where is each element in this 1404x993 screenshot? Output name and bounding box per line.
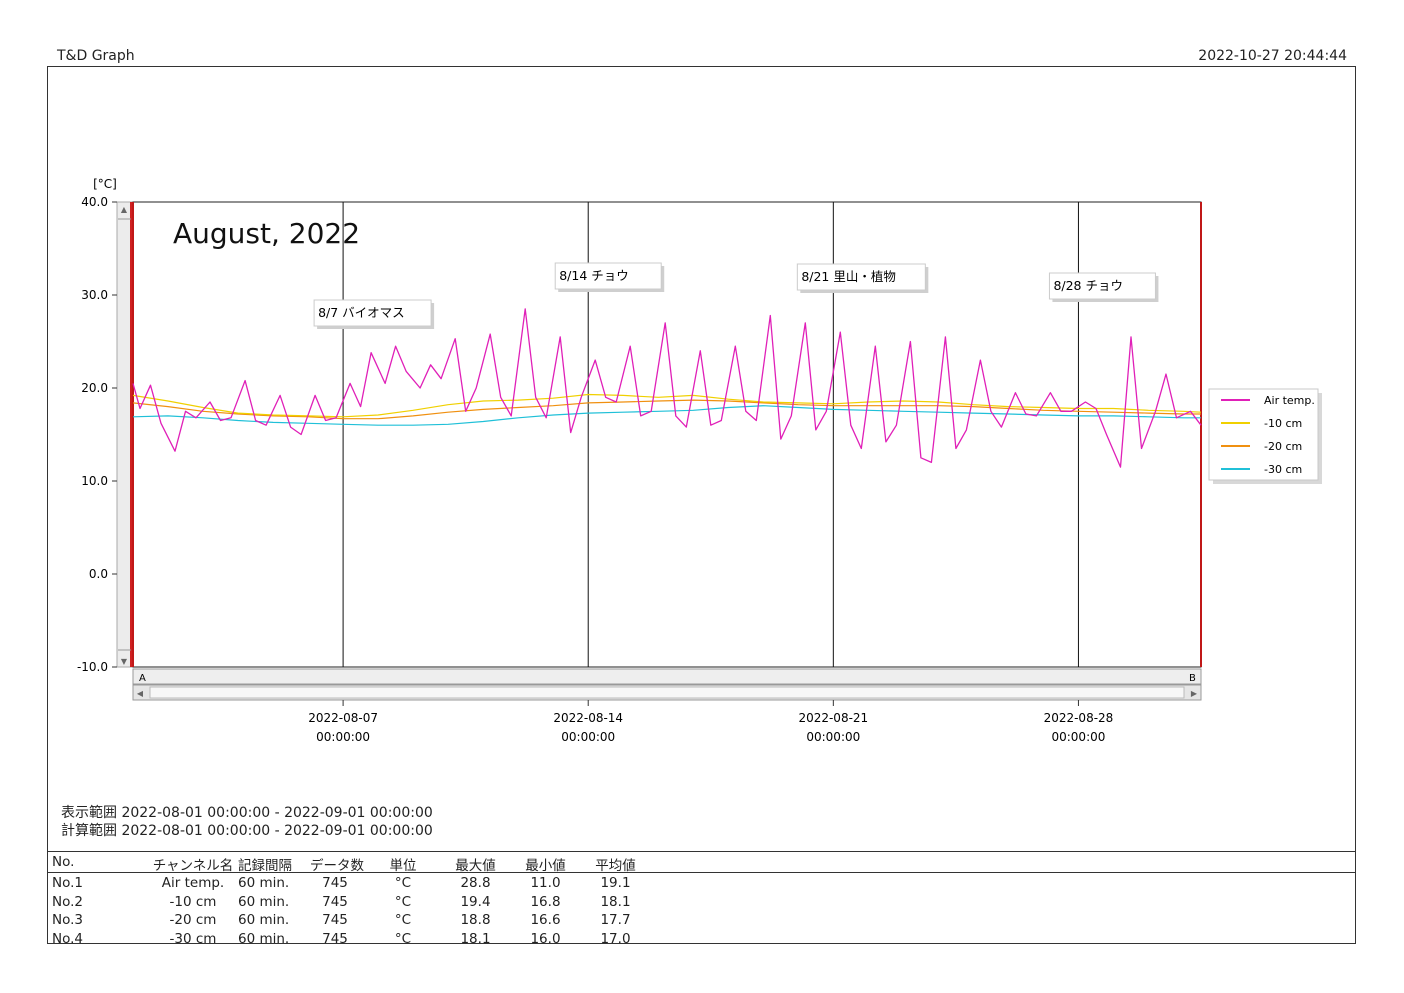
cell-min: 16.8 <box>530 893 561 910</box>
cell-interval: 60 min. <box>238 912 290 928</box>
annotation-label: 8/14 チョウ <box>559 268 629 283</box>
cell-avg: 17.7 <box>600 912 631 928</box>
cell-count: 745 <box>322 893 348 910</box>
marker-a: A <box>139 673 146 684</box>
range-scrollbar[interactable]: A B <box>132 668 1202 685</box>
cell-no: No.2 <box>52 893 84 910</box>
cell-max: 18.1 <box>460 930 491 947</box>
annotation-label: 8/28 チョウ <box>1053 278 1123 293</box>
cell-min: 11.0 <box>530 875 561 891</box>
x-tick-date: 2022-08-07 <box>308 711 378 725</box>
calc-range: 計算範囲 2022-08-01 00:00:00 - 2022-09-01 00… <box>61 823 433 839</box>
series-line-2 <box>132 393 1202 418</box>
x-tick-time: 00:00:00 <box>316 730 370 744</box>
header-min: 最小値 <box>525 858 566 874</box>
x-tick-date: 2022-08-28 <box>1044 711 1114 725</box>
annotation-label: 8/21 里山・植物 <box>801 269 896 284</box>
x-tick-time: 00:00:00 <box>1051 730 1105 744</box>
svg-text:▲: ▲ <box>121 205 128 214</box>
cell-no: No.3 <box>52 912 84 928</box>
y-tick-label: 0.0 <box>89 567 108 581</box>
cell-interval: 60 min. <box>238 893 290 910</box>
header-interval: 記録間隔 <box>238 858 292 874</box>
y-tick-label: 20.0 <box>81 381 108 395</box>
header-max: 最大値 <box>455 858 496 874</box>
cell-avg: 19.1 <box>600 875 631 891</box>
legend-label: -10 cm <box>1264 417 1302 430</box>
marker-b: B <box>1189 673 1196 684</box>
legend-label: Air temp. <box>1264 394 1315 407</box>
cell-count: 745 <box>322 912 348 928</box>
x-tick-date: 2022-08-21 <box>798 711 868 725</box>
app-name: T&D Graph <box>57 48 135 64</box>
x-tick-time: 00:00:00 <box>806 730 860 744</box>
y-tick-label: 30.0 <box>81 288 108 302</box>
table-row: No.4 -30 cm 60 min. 745 °C 18.1 16.0 17.… <box>48 929 1355 948</box>
svg-text:◀: ◀ <box>137 689 144 698</box>
y-tick-label: -10.0 <box>77 660 108 674</box>
page-frame <box>47 66 1356 944</box>
svg-text:▼: ▼ <box>121 657 128 666</box>
table-row: No.1 Air temp. 60 min. 745 °C 28.8 11.0 … <box>48 873 1355 892</box>
cell-max: 28.8 <box>460 875 491 891</box>
cell-min: 16.0 <box>530 930 561 947</box>
table-row: No.3 -20 cm 60 min. 745 °C 18.8 16.6 17.… <box>48 910 1355 929</box>
cell-no: No.1 <box>52 875 84 891</box>
vertical-scrollbar[interactable]: ▲ ▼ <box>116 201 133 668</box>
cell-name: Air temp. <box>161 875 225 891</box>
stats-table: No. チャンネル名 記録間隔 データ数 単位 最大値 最小値 平均値 No.1… <box>48 851 1355 947</box>
plot-area <box>132 201 1202 668</box>
header-channel-name: チャンネル名 <box>152 858 234 874</box>
annotation-box <box>313 299 432 327</box>
header-no: No. <box>52 854 75 870</box>
cell-unit: °C <box>394 875 412 891</box>
annotation-box <box>554 262 662 290</box>
cell-avg: 17.0 <box>600 930 631 947</box>
header-avg: 平均値 <box>595 858 636 874</box>
header-count: データ数 <box>310 858 364 874</box>
legend-label: -20 cm <box>1264 440 1302 453</box>
cell-min: 16.6 <box>530 912 561 928</box>
cell-name: -30 cm <box>169 930 217 947</box>
table-row: No.2 -10 cm 60 min. 745 °C 19.4 16.8 18.… <box>48 892 1355 911</box>
cell-name: -20 cm <box>169 912 217 928</box>
cell-max: 19.4 <box>460 893 491 910</box>
cell-unit: °C <box>394 930 412 947</box>
annotation-label: 8/7 バイオマス <box>318 305 405 320</box>
y-axis-label: [°C] <box>93 177 117 191</box>
cell-avg: 18.1 <box>600 893 631 910</box>
cell-interval: 60 min. <box>238 930 290 947</box>
stats-header-row: No. チャンネル名 記録間隔 データ数 単位 最大値 最小値 平均値 <box>48 851 1355 874</box>
svg-text:▶: ▶ <box>1191 689 1198 698</box>
y-tick-label: 40.0 <box>81 195 108 209</box>
legend: Air temp. -10 cm -20 cm -30 cm <box>1208 388 1322 484</box>
cell-unit: °C <box>394 893 412 910</box>
horizontal-scrollbar[interactable]: ◀ ▶ <box>132 684 1202 701</box>
series-line-3 <box>132 399 1201 420</box>
legend-label: -30 cm <box>1264 463 1302 476</box>
x-tick-time: 00:00:00 <box>561 730 615 744</box>
cell-count: 745 <box>322 875 348 891</box>
cell-unit: °C <box>394 912 412 928</box>
cell-name: -10 cm <box>169 893 217 910</box>
annotation-box <box>1048 272 1156 300</box>
x-tick-date: 2022-08-14 <box>553 711 623 725</box>
series-line-1 <box>132 308 1202 468</box>
annotation-box <box>796 263 926 291</box>
print-timestamp: 2022-10-27 20:44:44 <box>1198 48 1347 64</box>
cell-max: 18.8 <box>460 912 491 928</box>
cell-no: No.4 <box>52 930 84 947</box>
cell-interval: 60 min. <box>238 875 290 891</box>
cell-count: 745 <box>322 930 348 947</box>
display-range: 表示範囲 2022-08-01 00:00:00 - 2022-09-01 00… <box>61 805 433 821</box>
chart-title: August, 2022 <box>173 217 360 250</box>
header-unit: 単位 <box>389 858 417 874</box>
y-tick-label: 10.0 <box>81 474 108 488</box>
